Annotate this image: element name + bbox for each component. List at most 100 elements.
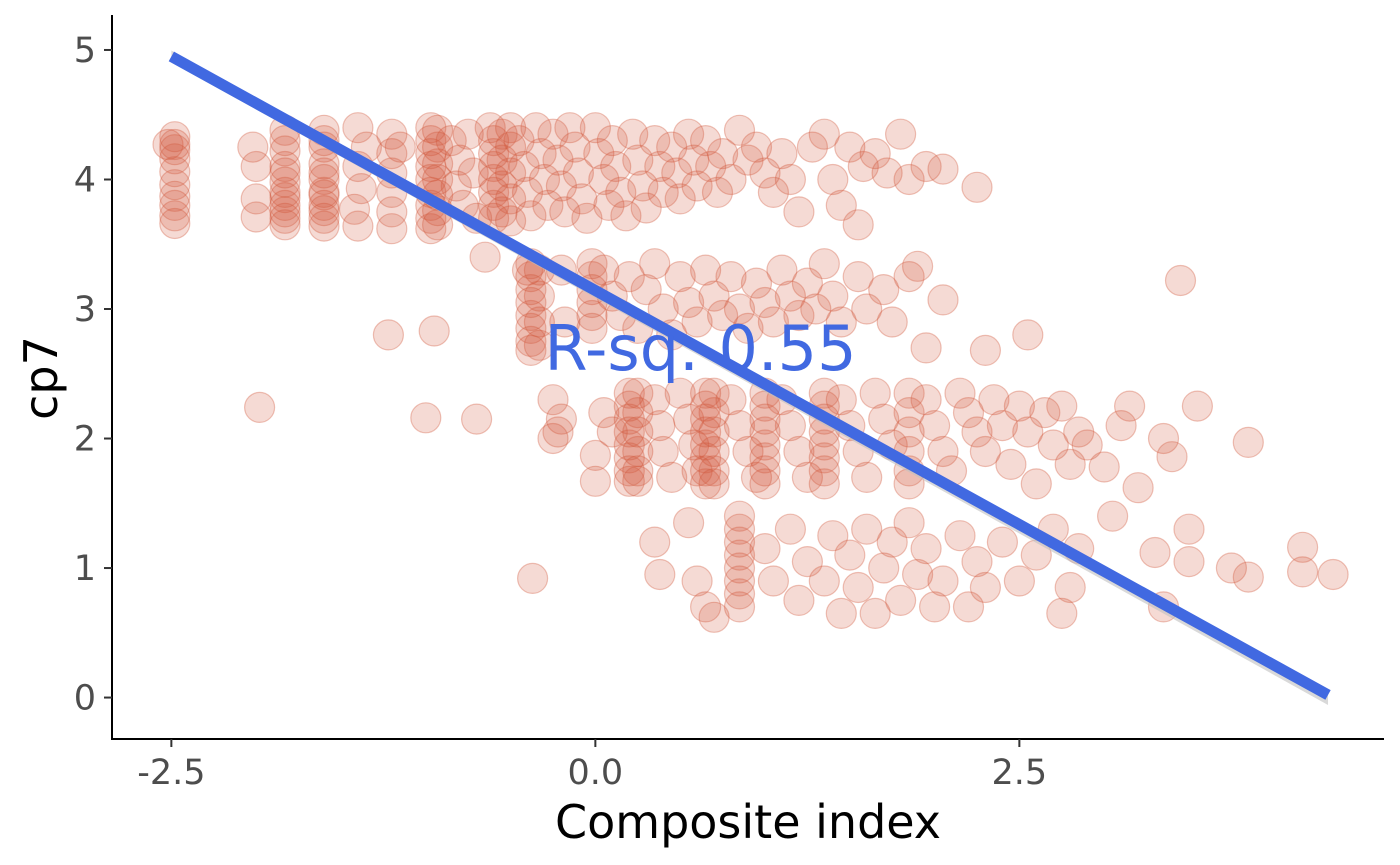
data-point [796,131,829,163]
data-point [579,439,612,471]
data-point [452,118,484,150]
data-point [766,138,798,170]
data-point [508,150,540,183]
data-point [749,157,781,189]
data-point [723,500,756,532]
data-point [689,429,722,461]
data-point [495,183,527,215]
data-point [740,267,773,299]
data-point [342,112,374,144]
data-point [842,209,874,241]
x-tick-label: -2.5 [137,753,205,793]
data-point [851,293,883,325]
data-point [723,526,756,558]
data-point [1088,451,1120,483]
data-point [893,377,925,409]
data-point [440,170,472,202]
data-point [698,455,730,487]
data-point [698,397,730,429]
data-point [613,377,645,409]
data-point [545,403,578,435]
data-point [269,157,301,189]
data-point [1054,448,1086,480]
data-point [528,163,561,196]
data-point [308,148,340,180]
data-point [579,112,612,144]
data-point [461,403,493,435]
data-point [842,571,874,604]
data-point [689,390,722,422]
data-point [1113,390,1146,422]
data-point [559,131,591,163]
data-point [376,138,408,170]
data-point [817,163,849,196]
data-point [901,250,934,282]
data-point [269,176,301,208]
data-point [308,176,340,208]
data-point [478,125,510,157]
data-point [372,319,404,351]
data-point [698,416,730,448]
data-point [1046,390,1078,422]
data-points [152,112,1349,633]
data-point [593,189,625,221]
y-tick-label: 3 [74,290,96,330]
data-point [918,410,951,442]
data-point [308,157,340,189]
data-point [689,377,722,409]
data-point [978,384,1010,416]
data-point [808,118,840,150]
data-point [689,442,722,474]
data-point [927,284,959,316]
data-point [415,213,447,245]
data-point [1232,561,1264,593]
data-point [969,334,1002,366]
data-point [613,403,645,435]
data-point [783,299,815,332]
data-point [749,429,781,461]
data-point [415,150,447,183]
data-point [269,189,301,221]
data-point [927,153,959,185]
data-point [478,138,510,170]
data-point [672,286,705,319]
data-point [664,261,696,293]
data-point [622,377,654,409]
data-point [308,179,340,211]
data-point [723,578,756,610]
data-point [1105,410,1137,442]
data-point [706,299,739,332]
data-point [749,403,781,435]
data-point [698,435,730,468]
data-point [749,416,781,448]
data-point [715,261,747,293]
data-point [1173,513,1205,545]
y-tick-label: 4 [74,160,96,200]
data-point [701,176,734,208]
data-point [876,526,908,558]
data-point [576,312,608,344]
data-point [1317,558,1349,591]
data-point [515,200,547,232]
data-point [269,196,301,228]
data-point [961,171,993,203]
data-point [918,591,951,623]
data-point [1286,556,1319,588]
data-point [515,325,547,357]
data-point [689,455,722,487]
data-point [910,532,942,565]
data-point [511,176,544,208]
data-point [644,410,676,442]
data-point [723,565,756,597]
data-point [749,468,781,500]
data-point [817,520,849,552]
data-point [944,377,976,409]
data-point [893,416,925,448]
data-point [851,461,883,493]
data-point [986,526,1019,558]
data-point [749,532,781,565]
data-point [698,377,730,409]
data-point [695,150,727,183]
data-point [486,118,518,150]
data-point [622,416,654,448]
